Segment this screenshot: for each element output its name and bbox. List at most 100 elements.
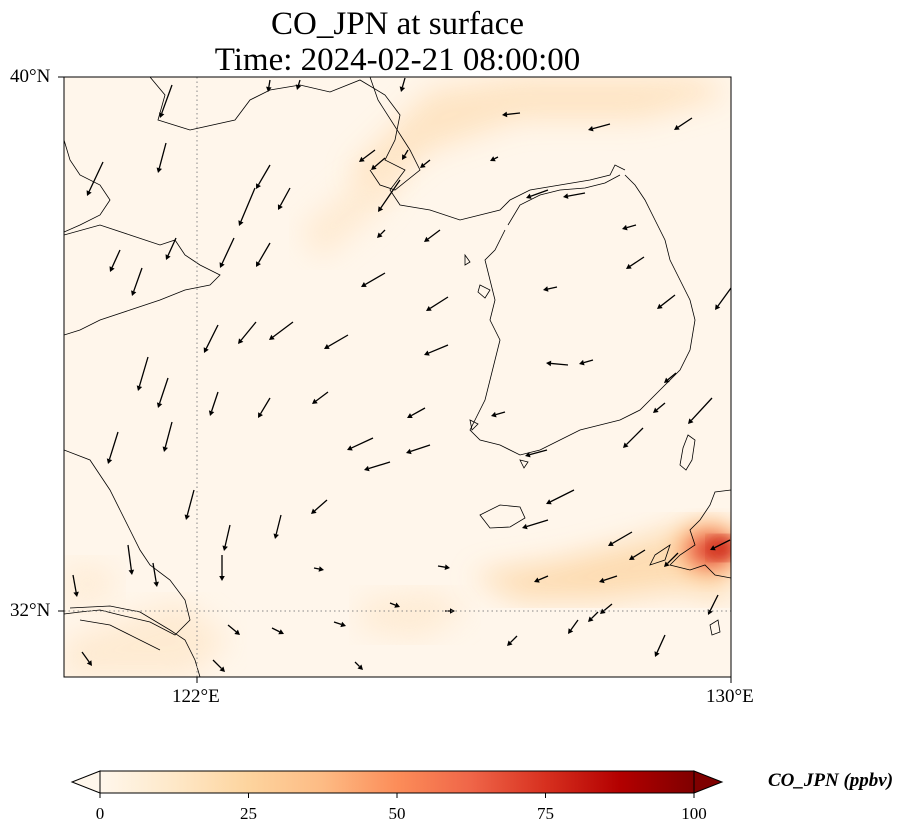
wind-arrow-head (258, 412, 263, 418)
wind-arrow-head (162, 446, 168, 452)
wind-arrow-head (184, 514, 190, 520)
figure-subtitle: Time: 2024-02-21 08:00:00 (214, 42, 581, 78)
wind-arrow-head (674, 124, 680, 130)
wind-arrow-shaft (108, 431, 119, 460)
wind-arrow-head (273, 533, 279, 539)
wind-arrow-shaft (583, 359, 594, 364)
wind-arrow-head (222, 545, 228, 551)
wind-arrow-head (502, 111, 508, 118)
wind-arrow-shaft (354, 661, 360, 667)
wind-arrow-head (599, 577, 605, 584)
wind-arrow-shaft (240, 187, 256, 222)
wind-arrow-head (715, 304, 721, 310)
wind-arrow-shaft (611, 531, 633, 545)
wind-arrow-shaft (603, 575, 618, 582)
wind-arrow-shaft (427, 229, 441, 240)
wind-arrow-shaft (592, 123, 611, 130)
wind-arrow-head (234, 629, 240, 635)
wind-arrow-shaft (224, 524, 231, 547)
wind-arrow-shaft (677, 117, 693, 128)
wind-arrow-head (424, 236, 430, 242)
wind-arrow-shaft (364, 272, 386, 286)
wind-arrow-head (402, 154, 407, 160)
wind-arrow-shaft (158, 377, 169, 404)
wind-arrow-head (394, 602, 400, 608)
wind-arrow-shaft (362, 149, 376, 160)
wind-arrow-shaft (279, 187, 291, 206)
wind-arrow-head (347, 445, 353, 451)
wind-arrow-shaft (550, 489, 575, 503)
wind-arrow-shaft (72, 574, 77, 593)
wind-arrow-shaft (275, 514, 282, 535)
wind-arrow-head (626, 263, 632, 269)
colorbar-tick-label: 50 (388, 804, 406, 823)
wind-arrow-shaft (495, 411, 506, 416)
wind-arrow-shaft (315, 391, 329, 402)
colorbar-extend-min (70, 770, 101, 794)
wind-arrow-head (357, 664, 363, 670)
wind-arrow-shaft (404, 149, 409, 157)
wind-arrow-shaft (138, 356, 149, 387)
wind-arrow-shaft (327, 334, 349, 348)
wind-arrow-shaft (494, 156, 499, 160)
wind-arrow-shaft (88, 161, 104, 192)
colorbar-tick-label: 0 (95, 804, 105, 823)
colorbar-extend-max (693, 770, 724, 794)
wind-arrow-head (654, 651, 660, 657)
wind-arrow-head (153, 581, 159, 587)
wind-arrow-head (324, 344, 330, 349)
wind-arrow-head (653, 407, 659, 413)
wind-arrow-shaft (717, 287, 731, 307)
wind-arrow-shaft (227, 624, 237, 633)
wind-arrow-head (600, 608, 606, 614)
wind-arrow-head (136, 385, 143, 391)
wind-arrow-head (622, 224, 628, 231)
wind-arrow-shaft (570, 619, 579, 631)
wind-arrow-shaft (164, 421, 173, 448)
wind-arrow-head (588, 125, 594, 132)
wind-arrow-shaft (161, 84, 173, 114)
wind-arrow-head (278, 629, 284, 635)
wind-arrow-head (378, 206, 384, 212)
wind-arrow-shaft (603, 603, 613, 612)
wind-arrow-head (534, 577, 540, 583)
wind-arrow-shaft (626, 224, 637, 229)
wind-arrow-head (109, 266, 115, 272)
wind-arrow-head (312, 398, 318, 404)
wind-arrow-head (131, 290, 137, 296)
wind-arrow-shaft (656, 402, 666, 411)
wind-arrow-shaft (167, 237, 177, 256)
wind-arrow-head (525, 451, 531, 458)
colorbar-tick-label: 100 (681, 804, 707, 823)
wind-arrow-head (256, 261, 261, 267)
wind-arrow-shaft (333, 621, 342, 626)
wind-arrow-shaft (423, 159, 431, 166)
wind-arrow-shaft (297, 79, 301, 86)
wind-arrow-shaft (429, 296, 449, 309)
wind-arrow-head (159, 112, 165, 118)
wind-arrow-head (219, 576, 225, 581)
wind-arrow-shaft (506, 112, 521, 116)
wind-arrow-shaft (81, 651, 90, 663)
wind-arrow-shaft (210, 391, 219, 412)
wind-arrow-head (165, 254, 171, 260)
wind-arrow-head (359, 156, 365, 162)
wind-arrow-shaft (380, 179, 401, 209)
wind-arrow-shaft (690, 397, 713, 421)
wind-arrow-head (543, 286, 549, 292)
wind-arrow-head (629, 554, 635, 560)
wind-arrow-shaft (127, 544, 132, 571)
wind-arrow-head (238, 220, 244, 226)
wind-arrow-shaft (591, 611, 599, 619)
wind-arrow-head (420, 162, 426, 168)
wind-arrow-head (444, 564, 450, 570)
wind-arrow-head (364, 465, 370, 472)
wind-arrow-head (266, 86, 272, 92)
wind-arrow-head (106, 458, 113, 464)
wind-arrow-shaft (529, 449, 548, 456)
wind-arrow-head (664, 561, 670, 567)
wind-arrow-shaft (632, 549, 646, 558)
wind-arrow-shaft (158, 142, 167, 169)
colorbar-tick-label: 75 (537, 804, 554, 823)
